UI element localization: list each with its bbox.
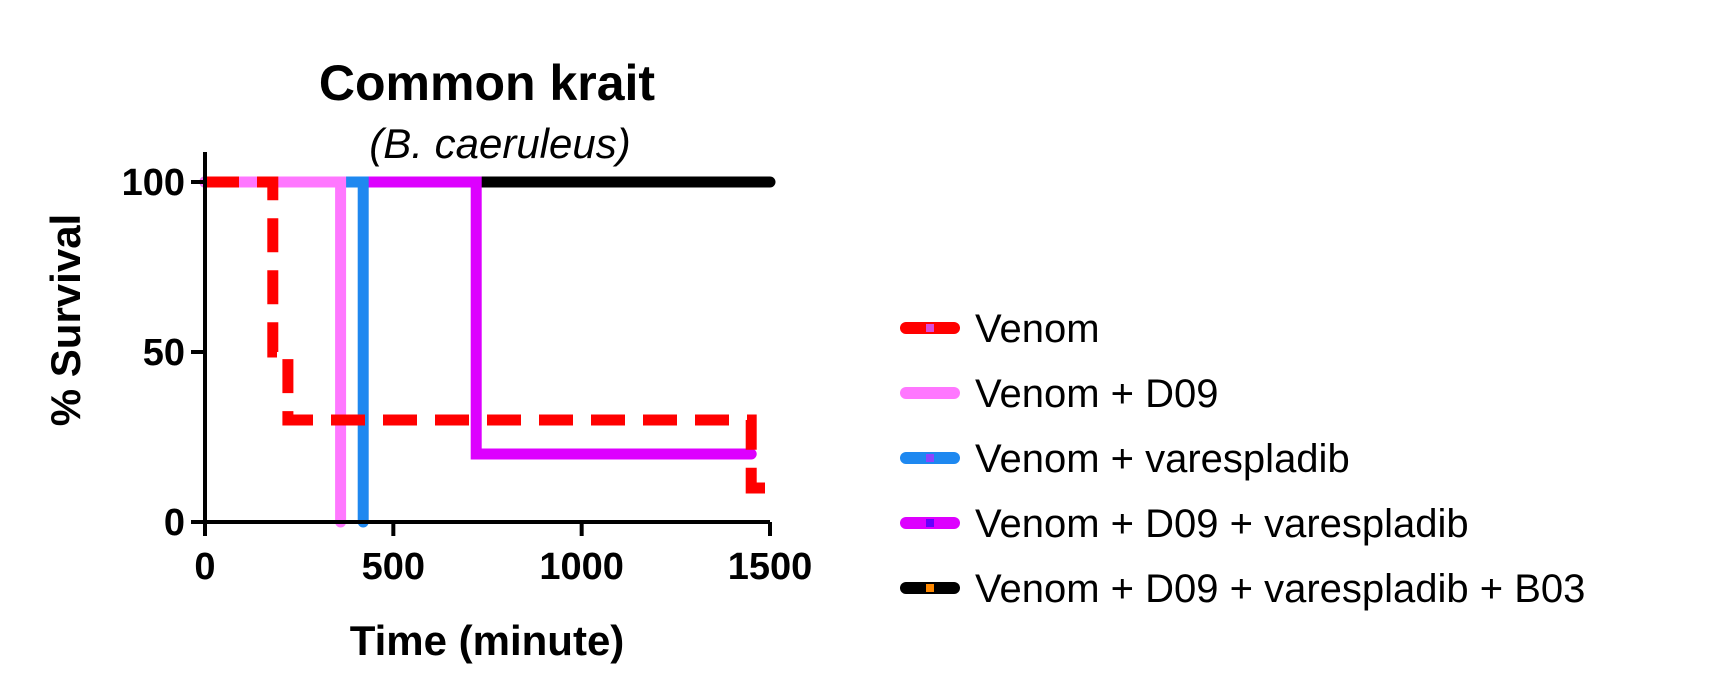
legend-label: Venom + D09 + varespladib bbox=[975, 502, 1469, 546]
y-tick-label: 100 bbox=[122, 162, 185, 204]
legend-marker bbox=[926, 324, 934, 332]
legend-item: Venom + varespladib bbox=[900, 437, 1350, 481]
legend: Venom Venom + D09 Venom + varespladib Venom… bbox=[900, 307, 1585, 611]
y-tick-label: 50 bbox=[143, 332, 185, 374]
series-line-2 bbox=[199, 176, 347, 528]
legend-marker bbox=[926, 584, 934, 592]
chart-title: Common krait bbox=[319, 55, 656, 111]
legend-label: Venom + D09 bbox=[975, 372, 1219, 416]
legend-marker bbox=[926, 389, 934, 397]
legend-label: Venom bbox=[975, 307, 1100, 351]
legend-marker bbox=[926, 454, 934, 462]
x-tick-label: 1500 bbox=[728, 546, 813, 588]
legend-item: Venom + D09 bbox=[900, 372, 1219, 416]
legend-item: Venom bbox=[900, 307, 1100, 351]
legend-label: Venom + D09 + varespladib + B03 bbox=[975, 567, 1585, 611]
chart-subtitle: (B. caeruleus) bbox=[369, 120, 630, 167]
y-axis-label: % Survival bbox=[42, 214, 89, 426]
legend-item: Venom + D09 + varespladib bbox=[900, 502, 1469, 546]
legend-label: Venom + varespladib bbox=[975, 437, 1350, 481]
x-tick-label: 500 bbox=[362, 546, 425, 588]
y-tick-label: 0 bbox=[164, 502, 185, 544]
legend-item: Venom + D09 + varespladib + B03 bbox=[900, 567, 1585, 611]
x-tick-label: 0 bbox=[194, 546, 215, 588]
series-line-1 bbox=[205, 176, 770, 494]
legend-marker bbox=[926, 519, 934, 527]
x-axis-label: Time (minute) bbox=[350, 617, 625, 664]
series-layer bbox=[199, 176, 776, 528]
x-tick-label: 1000 bbox=[539, 546, 624, 588]
